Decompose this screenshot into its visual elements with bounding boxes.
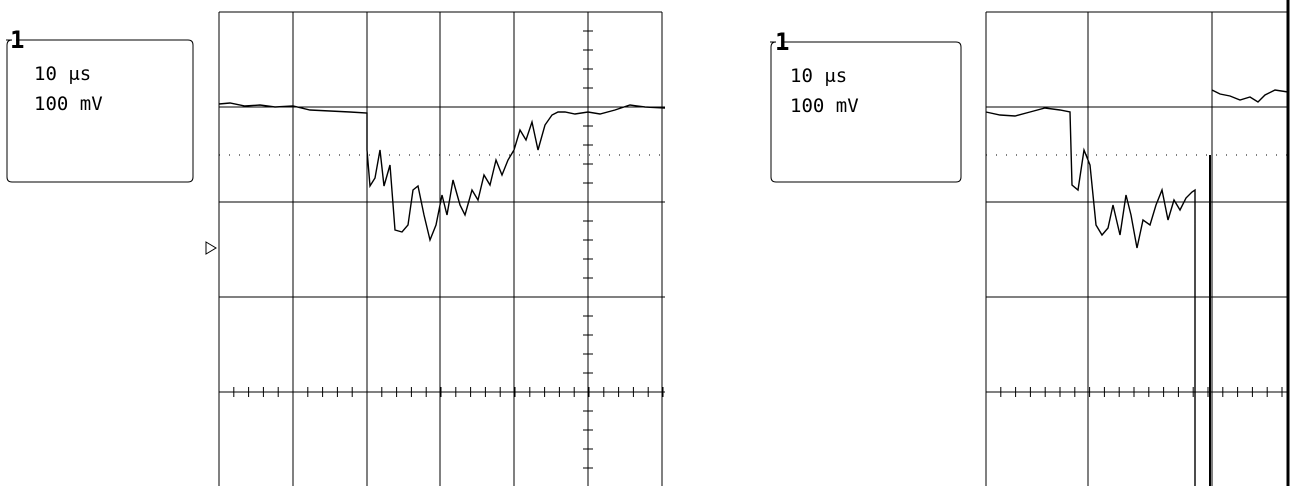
volt-scale: 100 mV xyxy=(34,93,103,115)
channel-label: 1 xyxy=(775,28,789,56)
timebase: 10 μs xyxy=(790,65,847,87)
axis-ticks xyxy=(985,387,1283,397)
ground-marker xyxy=(205,241,217,255)
grid xyxy=(985,0,1290,486)
info-box: 1 10 μs 100 mV xyxy=(770,28,962,183)
grid xyxy=(218,11,665,486)
info-box: 1 10 μs 100 mV xyxy=(6,26,194,183)
channel-label: 1 xyxy=(10,26,24,54)
volt-scale: 100 mV xyxy=(790,95,859,117)
info-box-border xyxy=(770,41,962,183)
axis-ticks xyxy=(218,11,664,469)
timebase: 10 μs xyxy=(34,63,91,85)
trace xyxy=(218,102,666,243)
info-box-border xyxy=(6,39,194,183)
trace xyxy=(985,107,1196,486)
trace xyxy=(1211,89,1289,103)
